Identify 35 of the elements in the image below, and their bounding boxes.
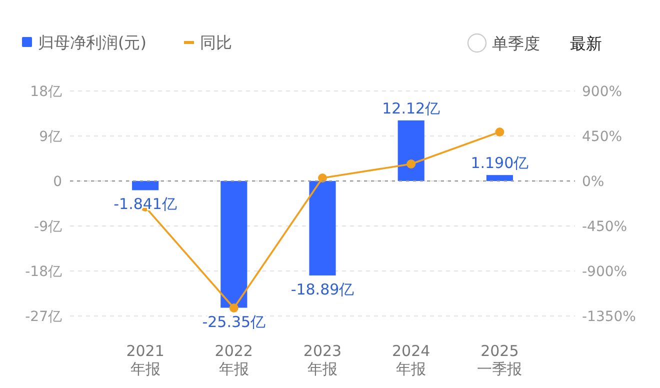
point bbox=[406, 160, 416, 168]
y-tick-label: 18亿 bbox=[30, 84, 62, 100]
bar bbox=[486, 175, 513, 181]
legend-label: 归母净利润(元) bbox=[38, 33, 146, 52]
data-label: -18.89亿 bbox=[290, 280, 354, 298]
point bbox=[318, 174, 327, 182]
x-tick-label: 2023 年报 bbox=[303, 342, 342, 378]
point bbox=[229, 304, 238, 312]
bar bbox=[132, 181, 159, 190]
data-label: 12.12亿 bbox=[382, 99, 440, 118]
y-tick-label: -9亿 bbox=[34, 219, 62, 235]
y2-tick-label: -450% bbox=[582, 219, 628, 235]
point bbox=[495, 128, 504, 136]
bar bbox=[398, 120, 424, 181]
data-label: -25.35亿 bbox=[202, 312, 266, 331]
y2-tick-label: 900% bbox=[582, 84, 622, 100]
x-tick-label: 2024 年报 bbox=[392, 342, 430, 378]
x-tick-label: 2022 年报 bbox=[214, 342, 253, 378]
y-tick-label: 9亿 bbox=[39, 129, 62, 145]
x-tick-label: 2021 年报 bbox=[126, 342, 164, 378]
text: 单季度 bbox=[492, 34, 540, 53]
y2-tick-label: 0% bbox=[582, 174, 604, 190]
y2-tick-label: -1350% bbox=[582, 309, 636, 325]
legend-label: 同比 bbox=[200, 33, 232, 52]
x-tick-label: 2025 一季报 bbox=[477, 342, 522, 378]
y2-tick-label: -900% bbox=[582, 264, 628, 280]
y-tick-label: -27亿 bbox=[25, 309, 62, 325]
y-tick-label: 0 bbox=[53, 174, 62, 190]
bar bbox=[220, 181, 248, 308]
bar bbox=[309, 181, 336, 276]
text: 最新 bbox=[570, 34, 602, 53]
data-label: 1.190亿 bbox=[470, 154, 529, 172]
data-label: -1.841亿 bbox=[114, 195, 177, 214]
y-tick-label: -18亿 bbox=[25, 264, 62, 280]
y2-tick-label: 450% bbox=[582, 129, 622, 145]
